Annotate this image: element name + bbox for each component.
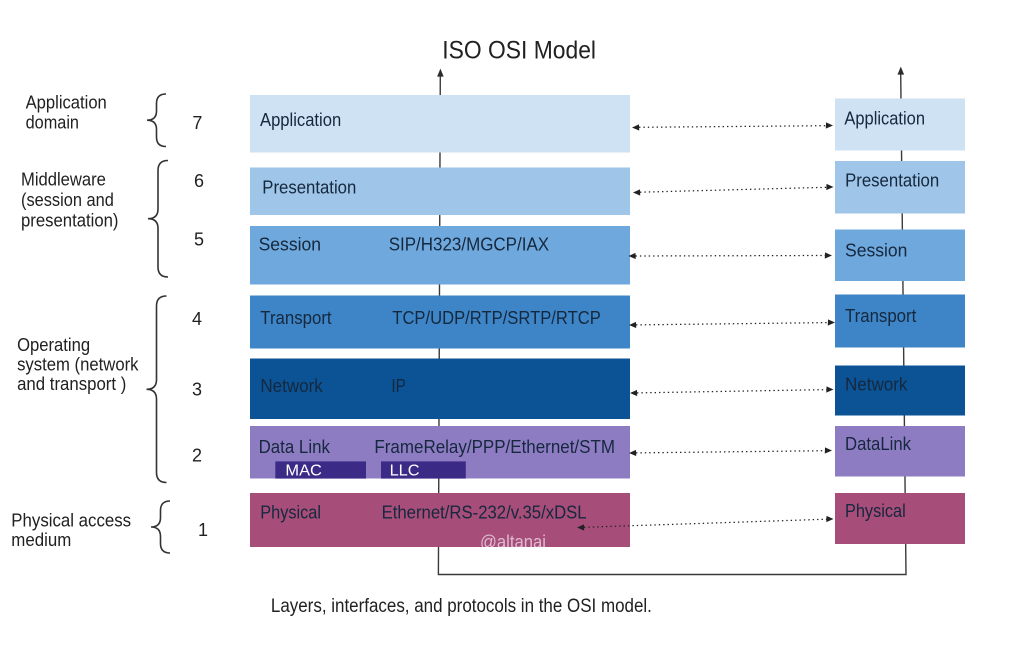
svg-text:6: 6 — [194, 171, 204, 191]
svg-text:5: 5 — [194, 229, 204, 249]
svg-text:Data Link: Data Link — [259, 437, 331, 457]
svg-text:Application: Application — [844, 109, 925, 129]
svg-text:Operating: Operating — [17, 335, 90, 355]
svg-text:medium: medium — [11, 530, 71, 550]
svg-text:MAC: MAC — [285, 462, 322, 479]
svg-text:(session and: (session and — [21, 190, 114, 210]
svg-text:Transport: Transport — [845, 306, 916, 326]
svg-text:LLC: LLC — [390, 462, 420, 479]
svg-text:Middleware: Middleware — [21, 170, 106, 190]
svg-text:IP: IP — [391, 376, 406, 396]
svg-text:Presentation: Presentation — [845, 171, 939, 191]
svg-text:Layers, interfaces, and protoc: Layers, interfaces, and protocols in the… — [271, 596, 652, 617]
svg-text:2: 2 — [192, 446, 202, 466]
svg-text:Session: Session — [259, 235, 321, 255]
svg-text:7: 7 — [192, 113, 202, 133]
svg-text:Physical: Physical — [260, 503, 321, 523]
svg-text:presentation): presentation) — [21, 211, 119, 231]
svg-text:Application: Application — [260, 110, 341, 130]
svg-text:Physical access: Physical access — [11, 511, 131, 531]
svg-text:Physical: Physical — [845, 501, 906, 521]
svg-text:domain: domain — [26, 112, 79, 132]
svg-text:3: 3 — [192, 380, 202, 400]
svg-text:4: 4 — [192, 309, 202, 329]
svg-text:Ethernet/RS-232/v.35/xDSL: Ethernet/RS-232/v.35/xDSL — [382, 503, 587, 523]
svg-text:FrameRelay/PPP/Ethernet/STM: FrameRelay/PPP/Ethernet/STM — [374, 437, 615, 457]
svg-text:Session: Session — [845, 241, 907, 261]
svg-text:system (network: system (network — [17, 355, 139, 375]
svg-text:@altanai: @altanai — [480, 531, 546, 552]
svg-text:TCP/UDP/RTP/SRTP/RTCP: TCP/UDP/RTP/SRTP/RTCP — [392, 308, 601, 328]
svg-text:1: 1 — [198, 520, 208, 540]
svg-text:Network: Network — [845, 375, 908, 395]
svg-text:ISO OSI Model: ISO OSI Model — [442, 36, 596, 64]
svg-text:DataLink: DataLink — [845, 434, 912, 454]
svg-text:SIP/H323/MGCP/IAX: SIP/H323/MGCP/IAX — [389, 235, 549, 255]
svg-text:Presentation: Presentation — [262, 178, 356, 198]
svg-text:Application: Application — [26, 93, 107, 113]
svg-text:Transport: Transport — [260, 308, 331, 328]
svg-text:and transport ): and transport ) — [17, 374, 126, 394]
svg-text:Network: Network — [260, 376, 323, 396]
